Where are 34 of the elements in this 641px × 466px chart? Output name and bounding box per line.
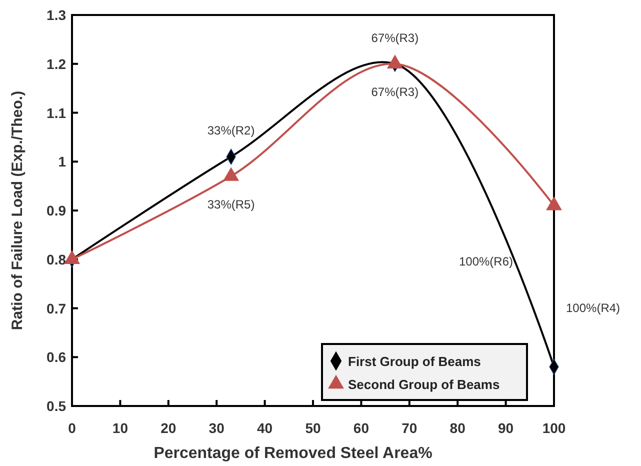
annotation: 100%(R6) [458,254,514,269]
x-tick-label: 30 [208,420,225,436]
x-tick-label: 0 [68,420,76,436]
point [386,54,403,68]
y-tick-label: 1.2 [46,56,66,72]
legend-label: First Group of Beams [348,354,481,369]
x-tick-label: 90 [498,420,514,436]
point [64,250,80,264]
y-tick-label: 0.7 [46,300,66,316]
x-tick-label: 80 [450,420,466,436]
x-axis-title: Percentage of Removed Steel Area% [154,445,432,462]
annotation: 33%(R5) [207,197,255,212]
y-tick-label: 0.9 [46,202,66,218]
point [223,167,240,181]
annotation: 67%(R3) [371,84,419,99]
point [546,196,562,210]
legend-label: Second Group of Beams [348,377,500,392]
x-tick-label: 50 [305,420,321,436]
y-tick-label: 1.1 [46,104,66,121]
y-tick-label: 0.8 [46,251,66,268]
x-tick-label: 10 [112,420,128,436]
y-tick-label: 1.3 [46,7,66,23]
x-tick-label: 60 [353,420,370,436]
y-tick-label: 1 [58,154,66,170]
annotation: 33%(R2) [207,124,255,138]
y-axis-title: Ratio of Failure Load (Exp./Theo.) [9,90,26,330]
x-tick-label: 100 [542,420,566,436]
annotation: 67%(R3) [371,30,419,45]
y-tick-label: 0.6 [46,349,66,366]
y-tick-label: 0.5 [46,398,66,414]
x-tick-label: 40 [257,420,273,436]
text: 100%(R4) [566,300,620,315]
x-tick-label: 20 [160,420,176,436]
x-tick-label: 70 [402,420,418,436]
